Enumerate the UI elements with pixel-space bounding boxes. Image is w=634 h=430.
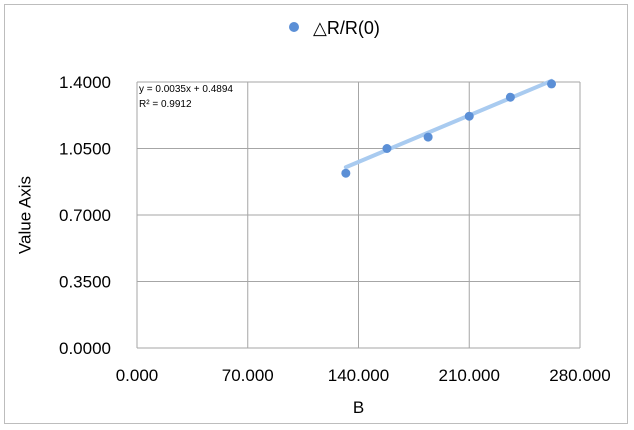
data-point	[423, 132, 433, 142]
x-tick-label: 280.000	[549, 366, 610, 385]
data-points	[341, 79, 557, 178]
y-tick-label: 1.4000	[59, 73, 111, 92]
tick-labels: 0.000 70.000 140.000 210.000 280.000 0.0000 0.…	[59, 73, 611, 385]
legend-label: △R/R(0)	[313, 18, 380, 38]
x-axis-title: B	[353, 398, 364, 417]
y-tick-label: 1.0500	[59, 140, 111, 159]
data-point	[464, 111, 474, 121]
x-tick-label: 70.000	[222, 366, 274, 385]
x-tick-label: 140.000	[328, 366, 389, 385]
x-tick-label: 0.000	[116, 366, 159, 385]
y-tick-label: 0.7000	[59, 206, 111, 225]
data-point	[382, 144, 392, 153]
chart-frame	[4, 4, 628, 424]
trendline-group	[343, 78, 554, 170]
data-point	[547, 79, 557, 89]
y-axis-title: Value Axis	[15, 176, 34, 254]
data-point	[505, 92, 515, 102]
grid	[136, 81, 581, 349]
data-point	[341, 168, 351, 178]
legend-marker	[289, 22, 299, 32]
trendline	[343, 78, 554, 170]
y-tick-label: 0.0000	[59, 339, 111, 358]
trendline-r-squared: R² = 0.9912	[139, 99, 192, 110]
x-tick-label: 210.000	[439, 366, 500, 385]
y-tick-label: 0.3500	[59, 273, 111, 292]
trendline-equation: y = 0.0035x + 0.4894	[139, 84, 233, 95]
